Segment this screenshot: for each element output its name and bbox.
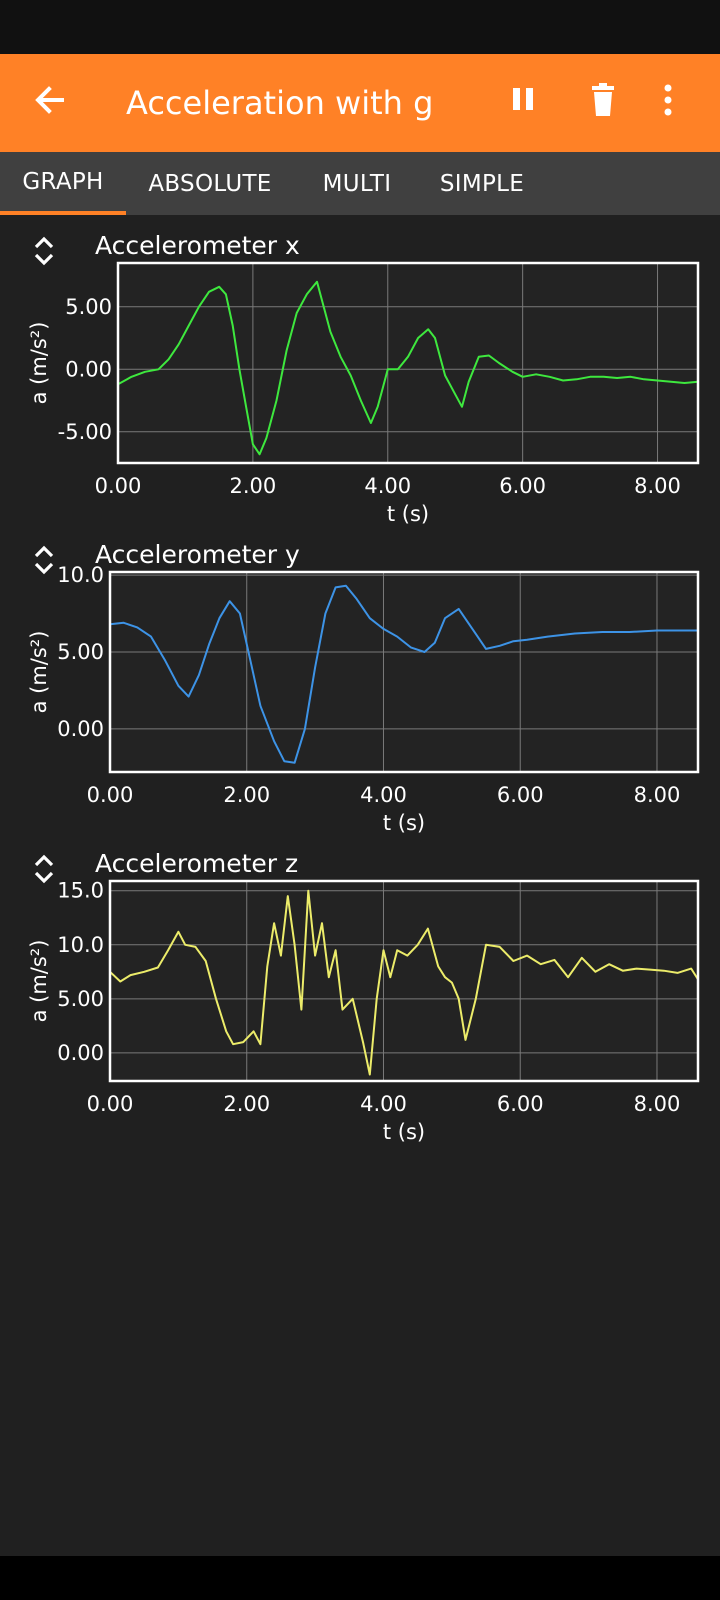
x-tick-label: 0.00 [87, 783, 134, 807]
expand-collapse-icon[interactable] [30, 851, 58, 887]
y-axis-label: a (m/s²) [27, 322, 51, 405]
y-tick-label: 15.0 [57, 879, 104, 903]
pause-icon [513, 88, 533, 110]
x-tick-label: 4.00 [360, 783, 407, 807]
y-tick-label: 5.00 [57, 987, 104, 1011]
expand-collapse-icon[interactable] [30, 233, 58, 269]
x-tick-label: 6.00 [499, 474, 546, 498]
pause-button[interactable] [500, 76, 556, 132]
x-tick-label: 4.00 [360, 1092, 407, 1116]
plot-frame [116, 261, 700, 465]
page-title: Acceleration with g [126, 84, 434, 122]
data-series-line [117, 280, 699, 456]
x-tick-label: 8.00 [634, 783, 681, 807]
more-vert-icon [664, 84, 672, 116]
y-axis-label: a (m/s²) [27, 940, 51, 1023]
plot-area [118, 263, 698, 463]
plot-frame [108, 570, 700, 774]
x-tick-label: 0.00 [87, 1092, 134, 1116]
system-nav-bar [0, 1556, 720, 1600]
y-tick-label: 5.00 [57, 640, 104, 664]
plot-area [110, 572, 698, 772]
x-tick-label: 4.00 [364, 474, 411, 498]
app-bar: Acceleration with g [0, 54, 720, 152]
x-tick-label: 2.00 [223, 1092, 270, 1116]
graph-title: Accelerometer y [95, 540, 300, 569]
y-tick-label: -5.00 [58, 420, 112, 444]
graph-title: Accelerometer x [95, 231, 300, 260]
graph-panel-z: Accelerometer z 0.00 2.00 4.00 6.00 8.00 0.00… [0, 833, 720, 1142]
tab-simple[interactable]: SIMPLE [439, 170, 525, 197]
x-tick-label: 0.00 [95, 474, 142, 498]
x-tick-label: 8.00 [634, 1092, 681, 1116]
x-tick-label: 8.00 [634, 474, 681, 498]
graph-panel-x: Accelerometer x 0.00 2.00 4.00 6.00 8.00 -5.0… [0, 215, 720, 524]
x-tick-label: 2.00 [230, 474, 277, 498]
plot-frame [108, 879, 700, 1083]
x-tick-label: 2.00 [223, 783, 270, 807]
y-tick-label: 5.00 [65, 295, 112, 319]
y-axis-label: a (m/s²) [27, 631, 51, 714]
trash-icon [592, 83, 614, 116]
x-axis-label: t (s) [387, 502, 429, 524]
more-options-button[interactable] [654, 76, 710, 132]
graph-title: Accelerometer z [95, 849, 299, 878]
y-tick-label: 10.0 [57, 563, 104, 587]
y-tick-label: 0.00 [65, 357, 112, 381]
x-axis-label: t (s) [383, 811, 425, 833]
chart-accelerometer-y[interactable]: 0.00 2.00 4.00 6.00 8.00 0.00 5.00 10.0 t (s) a (… [0, 524, 720, 833]
status-bar [0, 0, 720, 54]
data-series-line [109, 584, 698, 764]
y-tick-label: 0.00 [57, 1041, 104, 1065]
tab-bar: GRAPH ABSOLUTE MULTI SIMPLE [0, 152, 720, 215]
plot-area [110, 881, 698, 1081]
data-series-line [109, 889, 699, 1076]
chart-accelerometer-z[interactable]: 0.00 2.00 4.00 6.00 8.00 0.00 5.00 10.0 15.0 t (s… [0, 833, 720, 1142]
graph-panel-y: Accelerometer y 0.00 2.00 4.00 6.00 8.00 0.00… [0, 524, 720, 833]
tab-multi[interactable]: MULTI [322, 170, 392, 197]
delete-button[interactable] [580, 76, 636, 132]
tab-absolute[interactable]: ABSOLUTE [148, 170, 272, 197]
x-axis-label: t (s) [383, 1120, 425, 1142]
y-tick-label: 10.0 [57, 933, 104, 957]
chart-accelerometer-x[interactable]: 0.00 2.00 4.00 6.00 8.00 -5.00 0.00 5.00 t (s) a … [0, 215, 720, 524]
back-button[interactable] [22, 76, 78, 132]
x-tick-label: 6.00 [497, 783, 544, 807]
back-arrow-icon [35, 86, 64, 114]
y-tick-label: 0.00 [57, 717, 104, 741]
tab-graph[interactable]: GRAPH [0, 152, 126, 215]
x-tick-label: 6.00 [497, 1092, 544, 1116]
expand-collapse-icon[interactable] [30, 542, 58, 578]
